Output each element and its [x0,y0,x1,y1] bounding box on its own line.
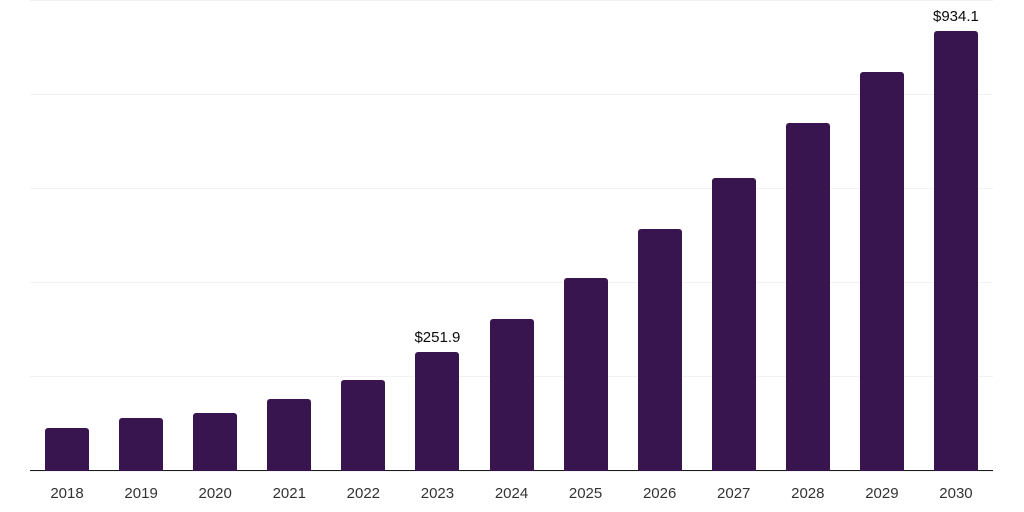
x-tick-2022: 2022 [346,485,381,502]
x-tick-2018: 2018 [50,485,84,502]
x-tick-2020: 2020 [198,485,232,502]
x-tick-2029: 2029 [865,485,899,502]
bar-2023 [415,351,460,471]
bar-2030 [933,31,978,471]
data-label-2023: $251.9 [414,328,461,346]
gridline-600 [30,188,993,190]
bar-2022 [341,380,386,471]
x-tick-2026: 2026 [642,485,677,502]
gridline-1000 [30,0,993,1]
x-tick-2025: 2025 [568,485,603,502]
bar-2029 [859,72,904,471]
x-tick-2019: 2019 [124,485,158,502]
bar-2019 [119,418,164,471]
data-label-2030: $934.1 [933,8,979,26]
bar-2026 [637,229,682,471]
bar-2027 [711,178,756,471]
x-tick-2030: 2030 [939,485,973,502]
bar-2025 [563,278,608,471]
x-tick-2028: 2028 [791,485,825,502]
gridline-400 [30,282,993,284]
bar-2020 [193,412,238,471]
bar-2028 [785,123,830,471]
bar-2021 [267,398,312,471]
x-tick-2021: 2021 [272,485,306,502]
gridline-0 [30,470,993,472]
x-tick-2024: 2024 [494,485,529,502]
bar-2018 [45,427,90,471]
bar-2024 [489,319,534,471]
x-tick-2027: 2027 [717,485,751,502]
x-tick-2023: 2023 [420,485,455,502]
gridline-800 [30,94,993,96]
